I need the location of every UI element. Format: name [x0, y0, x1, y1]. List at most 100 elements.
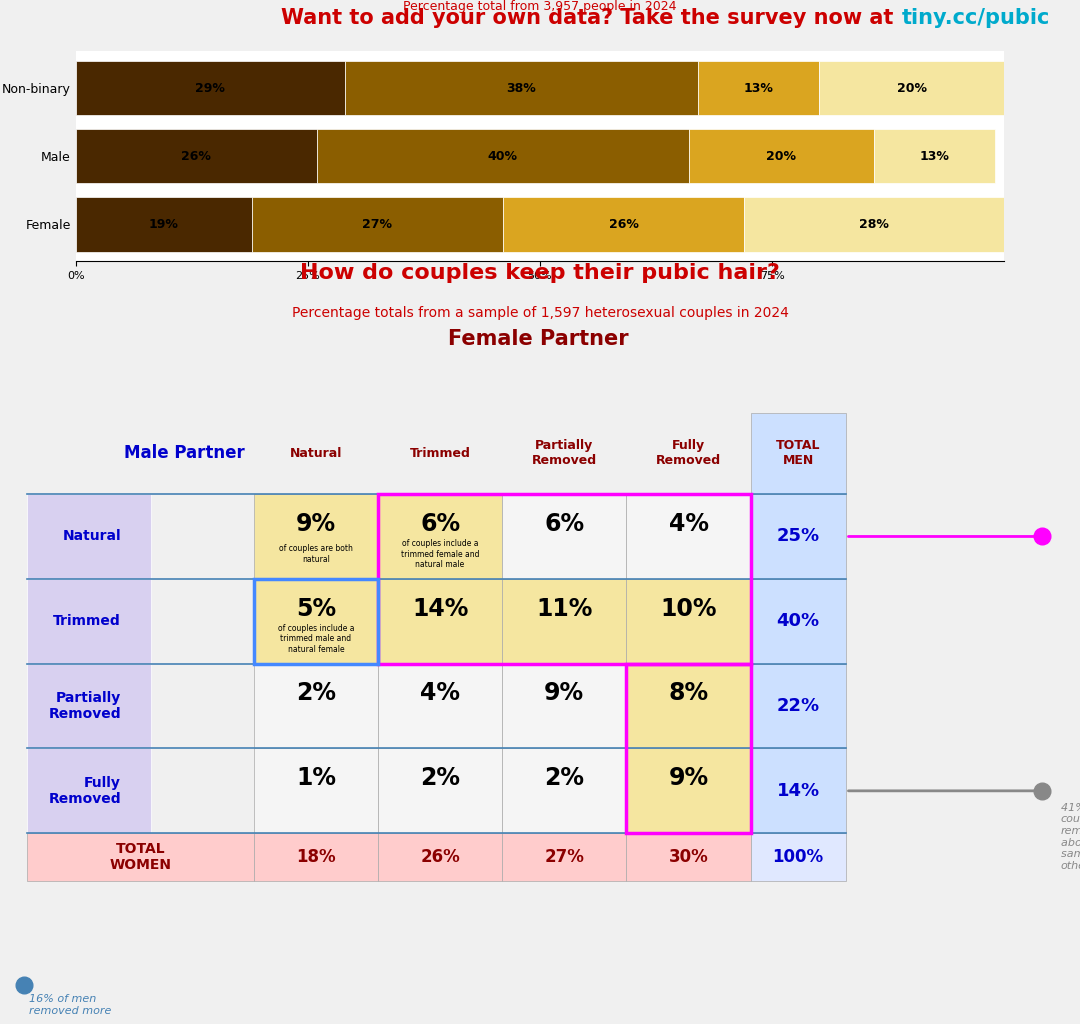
- Bar: [252, 197, 503, 252]
- Text: 6%: 6%: [544, 512, 584, 536]
- Bar: [689, 129, 875, 183]
- Bar: [502, 495, 626, 579]
- Text: 38%: 38%: [507, 82, 537, 94]
- Bar: [751, 495, 846, 579]
- Text: 9%: 9%: [544, 681, 584, 706]
- Text: 9%: 9%: [296, 512, 336, 536]
- Text: 26%: 26%: [181, 150, 212, 163]
- Bar: [254, 749, 378, 834]
- Text: TOTAL
MEN: TOTAL MEN: [775, 439, 821, 467]
- Text: 2%: 2%: [420, 766, 460, 791]
- Text: Trimmed: Trimmed: [409, 446, 471, 460]
- Text: 4%: 4%: [420, 681, 460, 706]
- Text: 9%: 9%: [669, 766, 708, 791]
- Bar: [254, 579, 378, 664]
- Bar: [698, 60, 819, 116]
- Bar: [626, 495, 751, 579]
- Bar: [27, 834, 254, 882]
- Bar: [751, 579, 846, 664]
- Bar: [254, 664, 378, 749]
- Text: 14%: 14%: [777, 782, 820, 800]
- Text: Percentage totals from a sample of 1,597 heterosexual couples in 2024: Percentage totals from a sample of 1,597…: [292, 306, 788, 321]
- Bar: [751, 413, 846, 495]
- Text: Trimmed: Trimmed: [53, 614, 121, 629]
- Text: 28%: 28%: [860, 218, 889, 230]
- Bar: [378, 579, 502, 664]
- Text: Male Partner: Male Partner: [124, 444, 245, 463]
- Text: Fully
Removed: Fully Removed: [656, 439, 721, 467]
- Text: 20%: 20%: [896, 82, 927, 94]
- Bar: [76, 197, 252, 252]
- Bar: [345, 60, 698, 116]
- Bar: [751, 834, 846, 882]
- Text: 22%: 22%: [777, 697, 820, 715]
- Text: Fully
Removed: Fully Removed: [49, 776, 121, 806]
- Bar: [626, 664, 751, 834]
- Bar: [76, 60, 345, 116]
- Bar: [378, 495, 502, 579]
- Text: 8%: 8%: [669, 681, 708, 706]
- Text: Natural: Natural: [63, 529, 121, 544]
- Text: 100%: 100%: [772, 848, 824, 866]
- Text: 26%: 26%: [420, 848, 460, 866]
- Text: tiny.cc/pubic: tiny.cc/pubic: [902, 8, 1050, 28]
- Bar: [27, 664, 151, 749]
- Text: of couples include a
trimmed male and
natural female: of couples include a trimmed male and na…: [278, 624, 354, 654]
- Bar: [27, 579, 151, 664]
- Text: 29%: 29%: [195, 82, 226, 94]
- Bar: [502, 749, 626, 834]
- Text: 2%: 2%: [296, 681, 336, 706]
- Bar: [875, 129, 995, 183]
- Text: 11%: 11%: [536, 597, 593, 621]
- Text: 2%: 2%: [544, 766, 584, 791]
- Bar: [819, 60, 1004, 116]
- Text: 13%: 13%: [743, 82, 773, 94]
- Bar: [378, 495, 751, 664]
- Text: 6%: 6%: [420, 512, 460, 536]
- Text: 27%: 27%: [363, 218, 392, 230]
- Text: of couples are both
natural: of couples are both natural: [279, 545, 353, 564]
- Text: 25%: 25%: [777, 527, 820, 546]
- Text: 18%: 18%: [296, 848, 336, 866]
- Text: TOTAL
WOMEN: TOTAL WOMEN: [109, 842, 172, 872]
- Text: 41% of
couples
removed
about the
same as each
other: 41% of couples removed about the same as…: [1061, 803, 1080, 870]
- Text: 30%: 30%: [669, 848, 708, 866]
- Text: 40%: 40%: [488, 150, 517, 163]
- Text: 4%: 4%: [669, 512, 708, 536]
- Bar: [502, 834, 626, 882]
- Title: Percentage total from 3,957 people in 2024: Percentage total from 3,957 people in 20…: [403, 0, 677, 12]
- Bar: [502, 579, 626, 664]
- Text: 19%: 19%: [149, 218, 179, 230]
- Text: Natural: Natural: [289, 446, 342, 460]
- Bar: [318, 129, 689, 183]
- Text: 5%: 5%: [296, 597, 336, 621]
- Text: 1%: 1%: [296, 766, 336, 791]
- Bar: [378, 834, 502, 882]
- Text: 40%: 40%: [777, 612, 820, 630]
- Bar: [378, 749, 502, 834]
- Bar: [254, 579, 378, 664]
- Bar: [502, 664, 626, 749]
- Text: 27%: 27%: [544, 848, 584, 866]
- Bar: [626, 664, 751, 749]
- Bar: [76, 129, 318, 183]
- Text: 10%: 10%: [660, 597, 717, 621]
- Bar: [503, 197, 744, 252]
- Text: of couples include a
trimmed female and
natural male: of couples include a trimmed female and …: [401, 540, 480, 569]
- Text: Want to add your own data? Take the survey now at: Want to add your own data? Take the surv…: [281, 8, 901, 28]
- Bar: [626, 749, 751, 834]
- Bar: [744, 197, 1004, 252]
- Bar: [254, 834, 378, 882]
- Text: 14%: 14%: [411, 597, 469, 621]
- Bar: [27, 495, 151, 579]
- Text: 20%: 20%: [767, 150, 796, 163]
- Text: How do couples keep their pubic hair?: How do couples keep their pubic hair?: [300, 263, 780, 284]
- Bar: [27, 749, 151, 834]
- Bar: [751, 664, 846, 749]
- Text: 16% of men
removed more: 16% of men removed more: [29, 994, 111, 1016]
- Text: Female Partner: Female Partner: [447, 329, 629, 348]
- Bar: [378, 664, 502, 749]
- Text: 26%: 26%: [609, 218, 638, 230]
- Text: 13%: 13%: [920, 150, 949, 163]
- Bar: [751, 749, 846, 834]
